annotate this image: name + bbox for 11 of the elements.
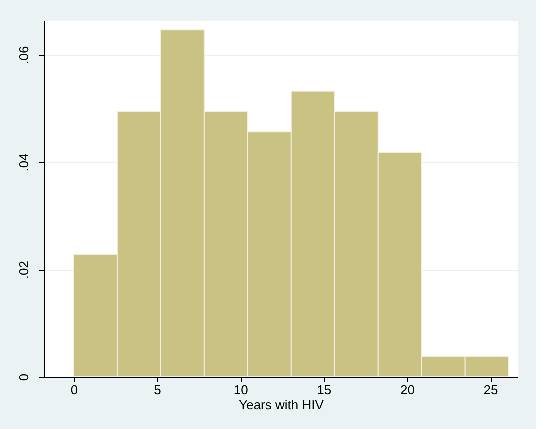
x-tick-label: 20: [400, 382, 415, 398]
x-tick-label: 10: [234, 382, 248, 398]
x-tick-label: 0: [70, 382, 78, 398]
x-tick-label: 25: [484, 382, 498, 398]
x-tick-label: 5: [154, 382, 162, 398]
x-axis-title: Years with HIV: [239, 398, 324, 412]
y-tick-label: .06: [16, 46, 32, 64]
y-tick-label: .02: [16, 261, 32, 280]
y-tick-label: .04: [16, 154, 32, 172]
x-tick-label: 15: [317, 382, 332, 398]
y-tick-label: 0: [16, 374, 32, 382]
